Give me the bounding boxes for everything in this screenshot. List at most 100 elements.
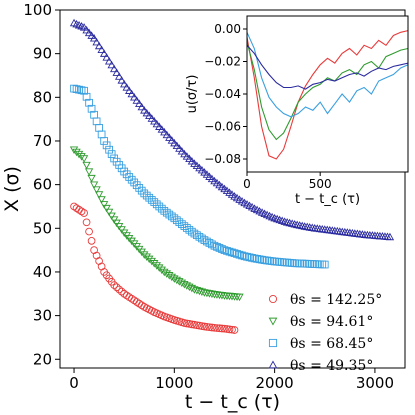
main-data-point bbox=[175, 218, 184, 227]
main-data-point bbox=[135, 184, 144, 192]
main-data-point bbox=[245, 253, 254, 262]
inset-y-tick-label: −0.04 bbox=[204, 87, 241, 101]
legend-marker bbox=[268, 338, 278, 348]
main-data-point bbox=[117, 287, 126, 296]
main-data-point bbox=[155, 202, 164, 211]
main-data-point bbox=[94, 191, 104, 199]
main-y-tick-label: 20 bbox=[33, 350, 52, 368]
main-data-point bbox=[84, 28, 94, 37]
main-data-point bbox=[213, 242, 221, 251]
main-data-point bbox=[225, 247, 234, 256]
main-data-point bbox=[140, 251, 149, 259]
main-plot-frame bbox=[59, 9, 406, 369]
main-data-point bbox=[230, 326, 239, 334]
inset-ticks: 0 500 0.00 −0.02 −0.04 −0.06 −0.08 bbox=[204, 22, 331, 191]
main-data-point bbox=[105, 145, 113, 154]
main-y-tick-label: 70 bbox=[33, 132, 52, 150]
main-data-point bbox=[172, 216, 181, 225]
main-data-point bbox=[97, 196, 106, 204]
main-data-point bbox=[183, 319, 191, 328]
main-data-point bbox=[192, 287, 202, 295]
main-data-point bbox=[150, 198, 159, 206]
inset-series-line-0 bbox=[246, 30, 409, 160]
main-data-point bbox=[167, 136, 176, 144]
main-data-point bbox=[145, 193, 154, 202]
main-data-point bbox=[147, 114, 156, 122]
main-x-tick-label: 3000 bbox=[356, 374, 394, 392]
main-data-point bbox=[195, 287, 204, 296]
main-data-point bbox=[75, 85, 83, 94]
main-data-point bbox=[160, 127, 169, 136]
main-data-point bbox=[137, 102, 146, 111]
legend-label: θs = 49.35° bbox=[290, 358, 373, 374]
main-data-point bbox=[203, 237, 211, 246]
main-data-point bbox=[165, 133, 174, 141]
main-data-point bbox=[215, 324, 224, 333]
main-y-tick-label: 30 bbox=[33, 307, 52, 325]
main-data-point bbox=[280, 217, 289, 225]
main-data-point bbox=[140, 189, 149, 198]
main-data-point bbox=[117, 76, 126, 84]
main-data-point bbox=[162, 130, 171, 139]
main-data-point bbox=[77, 207, 86, 216]
inset-y-tick-label: −0.06 bbox=[204, 120, 241, 134]
main-data-point bbox=[188, 320, 196, 329]
main-y-axis-label: X (σ) bbox=[1, 166, 23, 212]
inset-marks bbox=[246, 30, 409, 160]
main-y-tick-label: 80 bbox=[33, 88, 52, 106]
main-series-0 bbox=[70, 202, 239, 334]
inset-series-line-3 bbox=[246, 44, 409, 90]
main-x-tick-label: 1000 bbox=[155, 374, 193, 392]
main-data-point bbox=[120, 167, 129, 176]
main-series-1 bbox=[69, 146, 244, 302]
main-data-point bbox=[210, 241, 219, 250]
main-data-point bbox=[240, 252, 249, 261]
main-data-point bbox=[107, 212, 116, 221]
legend-marker bbox=[268, 317, 278, 326]
inset-background bbox=[247, 16, 408, 172]
main-data-point bbox=[152, 200, 161, 209]
main-data-point bbox=[112, 283, 121, 292]
main-data-point bbox=[145, 255, 154, 264]
main-data-point bbox=[72, 148, 81, 157]
main-data-point bbox=[290, 220, 299, 228]
main-data-point bbox=[120, 79, 129, 88]
main-data-point bbox=[230, 249, 239, 258]
main-data-point bbox=[150, 117, 159, 125]
main-marks bbox=[69, 18, 395, 334]
main-data-point bbox=[72, 85, 81, 93]
main-data-point bbox=[320, 260, 329, 269]
main-data-point bbox=[197, 288, 207, 297]
main-data-point bbox=[147, 257, 156, 266]
main-data-point bbox=[125, 173, 134, 181]
main-data-point bbox=[70, 84, 78, 93]
main-legend: θs = 142.25° θs = 94.61° θs = 68.45° θs = 4… bbox=[268, 292, 382, 374]
main-data-point bbox=[85, 227, 93, 236]
main-data-point bbox=[282, 218, 292, 226]
main-data-point bbox=[130, 178, 139, 187]
main-data-point bbox=[80, 209, 88, 217]
main-data-point bbox=[102, 141, 111, 150]
inset-y-tick-label: −0.08 bbox=[204, 152, 241, 166]
main-data-point bbox=[104, 56, 114, 65]
main-chart: 0 1000 2000 3000 20 30 40 50 60 70 80 90 100 t − t_c… bbox=[1, 1, 406, 413]
main-data-point bbox=[218, 245, 226, 253]
main-data-point bbox=[87, 104, 96, 113]
main-data-point bbox=[190, 286, 199, 294]
main-y-tick-label: 60 bbox=[33, 176, 52, 194]
main-data-point bbox=[107, 150, 116, 158]
main-data-point bbox=[220, 246, 229, 254]
main-data-point bbox=[145, 111, 154, 120]
main-data-point bbox=[157, 266, 166, 275]
legend-marker bbox=[268, 360, 278, 369]
main-data-point bbox=[94, 41, 104, 50]
main-data-point bbox=[228, 325, 236, 334]
main-data-point bbox=[125, 86, 134, 94]
main-data-point bbox=[142, 191, 151, 200]
main-data-point bbox=[185, 320, 194, 328]
main-data-point bbox=[92, 186, 101, 194]
main-data-point bbox=[195, 321, 204, 330]
inset-x-tick-label: 0 bbox=[243, 177, 251, 191]
inset-series-line-1 bbox=[246, 41, 409, 141]
main-data-point bbox=[102, 53, 111, 61]
